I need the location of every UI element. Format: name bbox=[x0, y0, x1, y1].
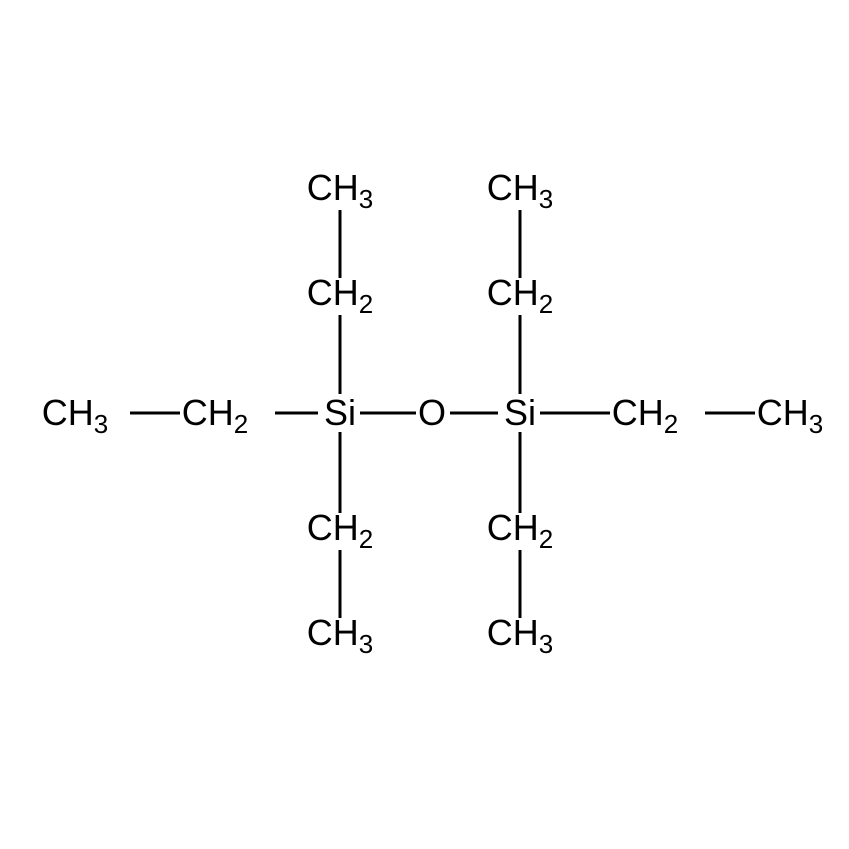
atom-label-si_left: Si bbox=[324, 392, 356, 433]
atom-label-ch3_upright: CH3 bbox=[487, 167, 553, 214]
atom-label-ch2_upleft: CH2 bbox=[307, 272, 373, 319]
atom-label-ch2_downright: CH2 bbox=[487, 507, 553, 554]
atom-label-ch2_upright: CH2 bbox=[487, 272, 553, 319]
atom-label-ch2_right: CH2 bbox=[612, 392, 678, 439]
molecule-diagram: CH3 CH2 Si O Si CH2 CH3 CH2 CH3 CH2 CH3 CH2 CH3 CH2 CH… bbox=[0, 0, 849, 849]
atom-label-ch3_downleft: CH3 bbox=[307, 612, 373, 659]
atom-label-ch2_downleft: CH2 bbox=[307, 507, 373, 554]
atom-label-si_right: Si bbox=[504, 392, 536, 433]
atom-label-ch3_upleft: CH3 bbox=[307, 167, 373, 214]
atom-label-ch3_left: CH3 bbox=[42, 392, 108, 439]
atom-label-ch3_right: CH3 bbox=[757, 392, 823, 439]
atom-label-ch2_left: CH2 bbox=[182, 392, 248, 439]
atom-label-ch3_downright: CH3 bbox=[487, 612, 553, 659]
atom-label-o_center: O bbox=[418, 392, 446, 433]
